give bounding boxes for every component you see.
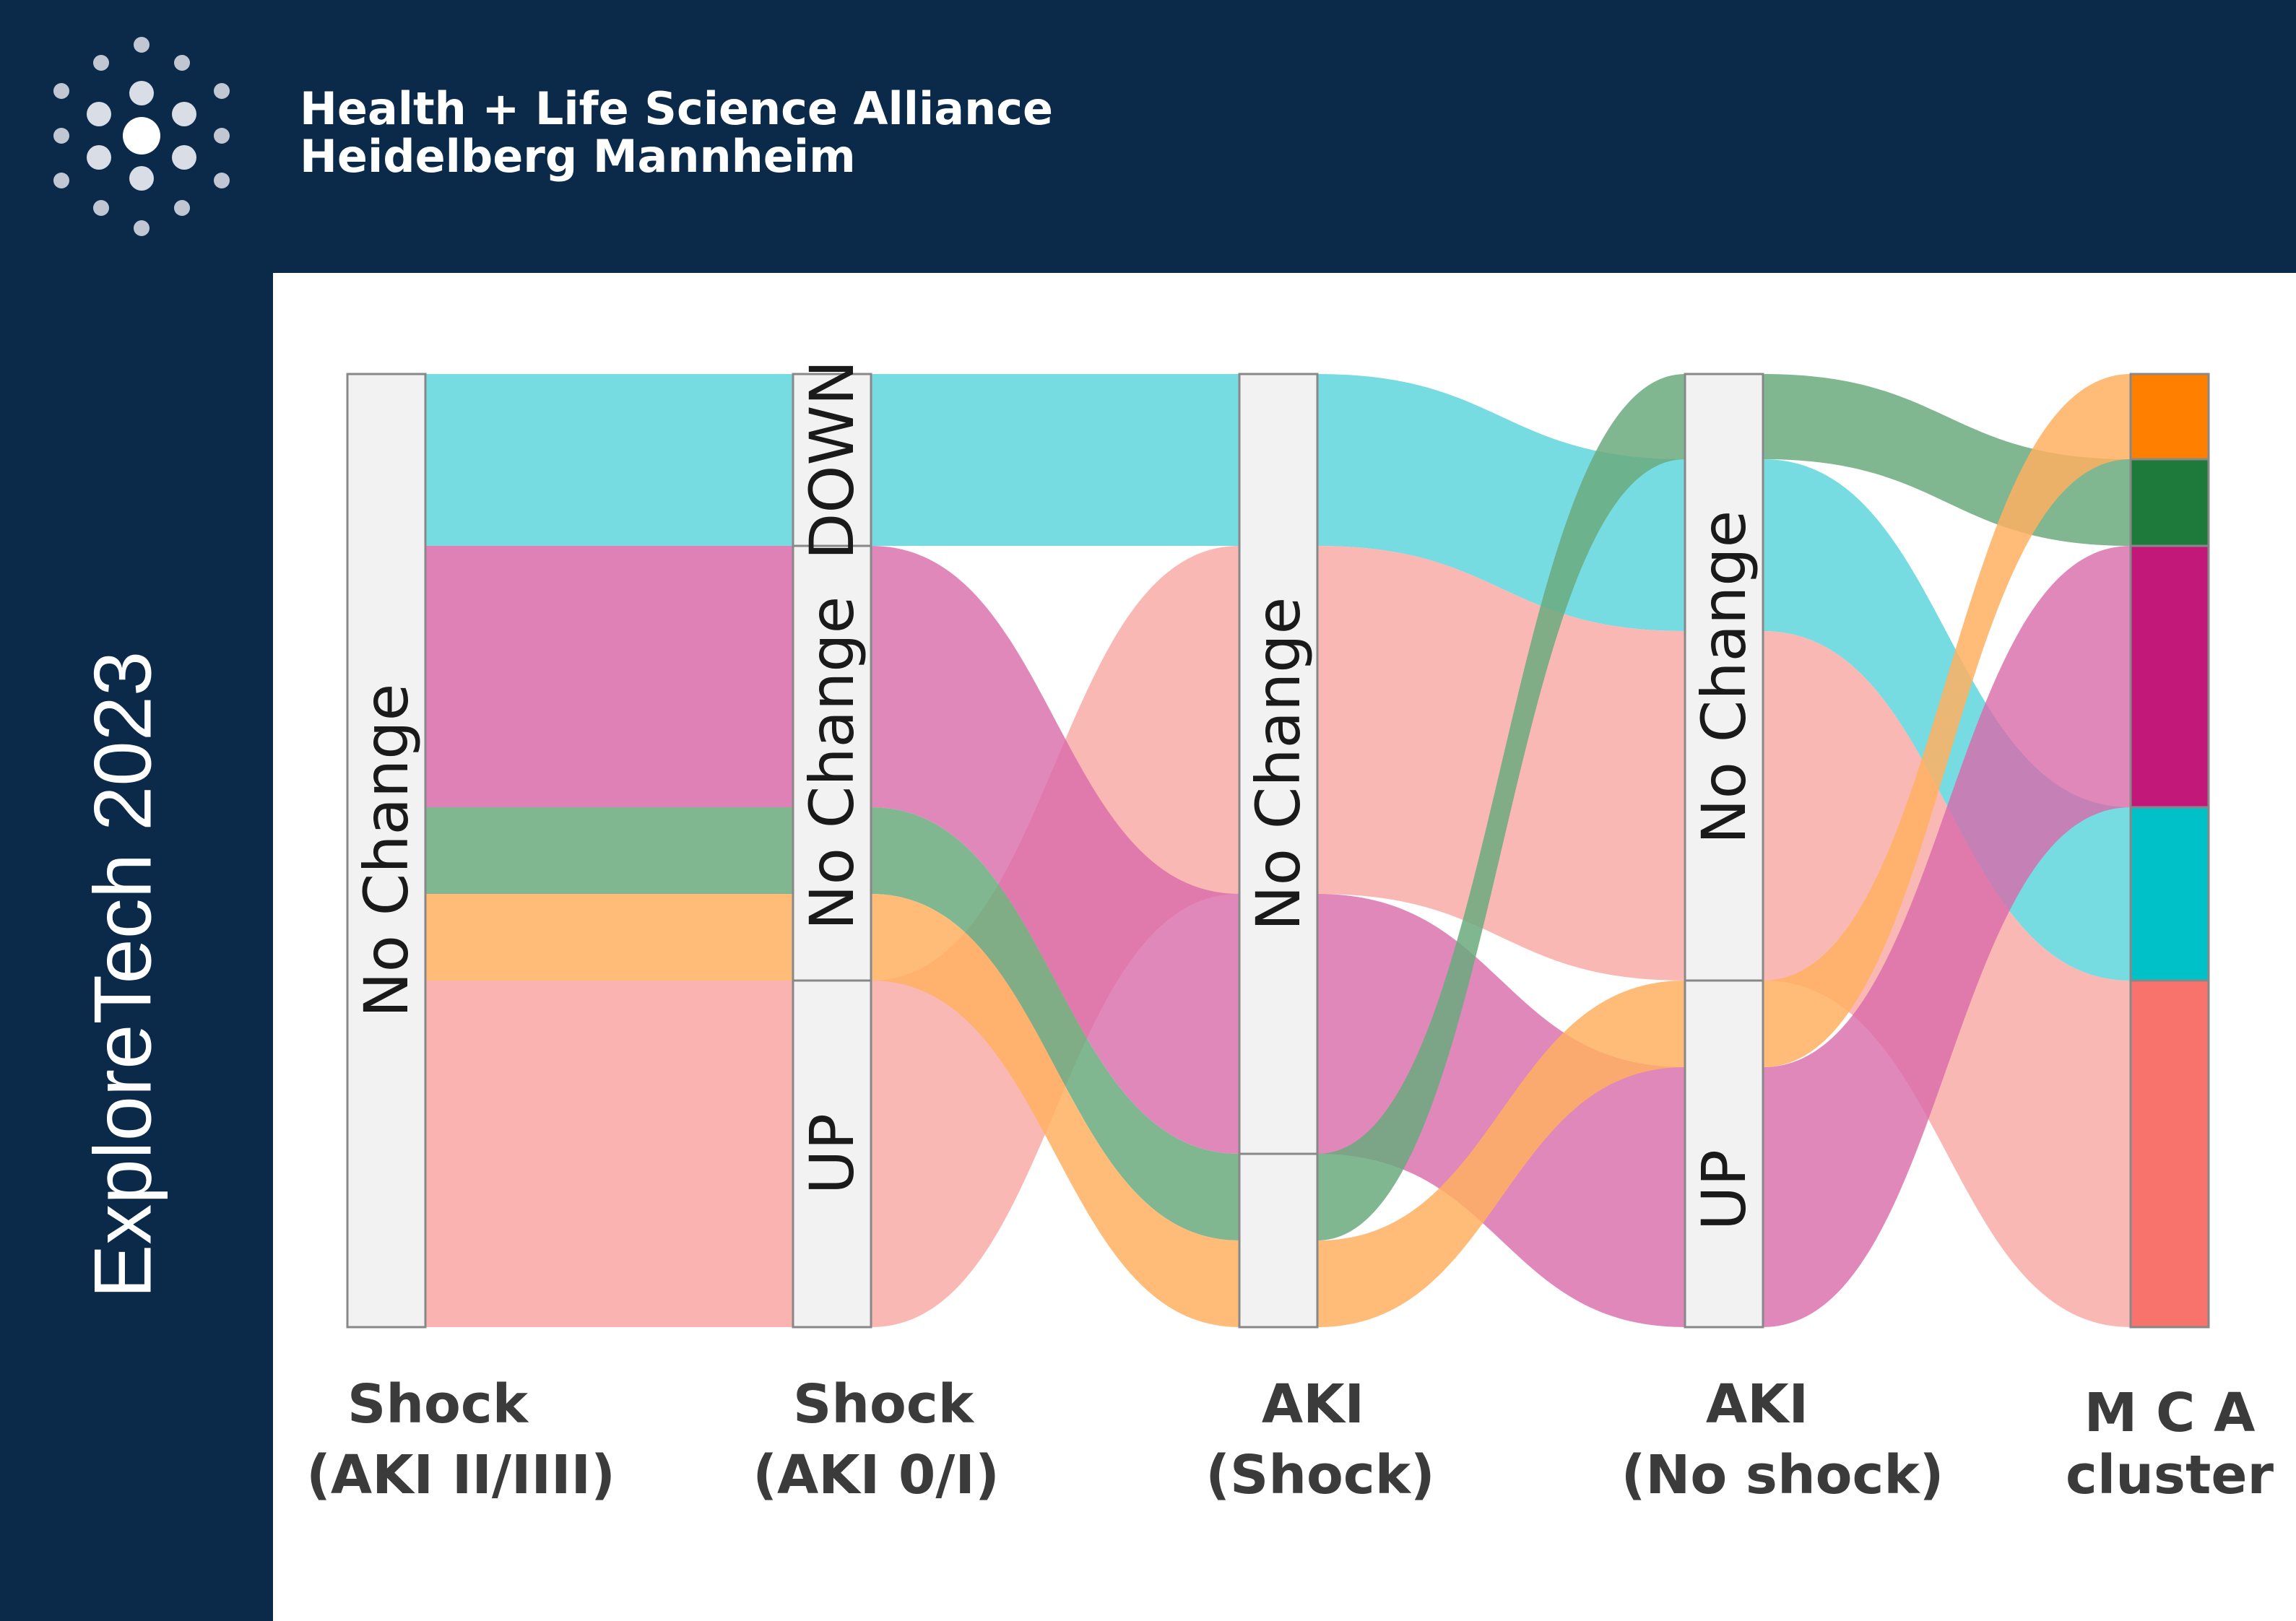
flow-green-2 [871,807,1239,1240]
axis-1-line2: (AKI II/IIII) [306,1444,615,1506]
flow-magenta-1 [425,546,793,807]
node-cluster-1 [2129,373,2210,461]
axis-4-line2: (No shock) [1621,1444,1944,1506]
left-sidebar [0,273,273,1621]
header-bar: Health + Life Science Alliance Heidelber… [0,0,2296,273]
event-title: ExploreTech 2023 [77,651,168,1299]
org-name-line1: Health + Life Science Alliance [300,82,1054,135]
flow-orange-4 [1763,374,2131,1067]
flow-orange-3 [1317,981,1685,1327]
axis-4-line1: AKI [1706,1373,1808,1435]
axis-2-line1: Shock [793,1373,975,1435]
node-cluster-3 [2129,544,2210,809]
node-a3-other [1238,1152,1319,1329]
node-a2-nochange [792,544,872,982]
flow-magenta-4 [1763,546,2131,1327]
alluvial-diagram: No Change DOWN No Change UP No Change No… [306,360,2274,1506]
label-a2-nochange: No Change [797,596,867,931]
flow-orange-1 [425,894,793,981]
flow-cyan-3 [1317,374,1685,631]
axis-3-line1: AKI [1262,1373,1364,1435]
flow-salmon-1 [425,981,793,1327]
node-labels: No Change DOWN No Change UP No Change No… [351,360,1759,1230]
org-name-line2: Heidelberg Mannheim [300,130,856,183]
node-a2-up [792,979,872,1329]
label-a3-nochange: No Change [1243,597,1314,931]
node-a4-nochange [1684,373,1764,982]
axis-5-line1: M C A [2084,1382,2256,1444]
node-cluster-5 [2129,979,2210,1329]
axis-labels: Shock (AKI II/IIII) Shock (AKI 0/I) AKI … [306,1373,2274,1506]
org-name: Health + Life Science Alliance Heidelber… [300,85,1053,181]
label-a4-up: UP [1689,1150,1759,1230]
flow-green-3 [1317,374,1685,1240]
axis-2-line2: (AKI 0/I) [753,1444,1000,1506]
flow-green-1 [425,807,793,894]
label-a2-up: UP [797,1113,867,1194]
node-cluster-4 [2129,806,2210,982]
axis-1-line1: Shock [347,1373,529,1435]
nodes [346,373,2210,1329]
label-a4-nochange: No Change [1689,510,1759,845]
flow-cyan-1 [425,374,793,546]
label-a2-down: DOWN [797,360,867,560]
node-a4-up [1684,979,1764,1329]
node-a1-nochange [346,373,427,1329]
axis-3-line2: (Shock) [1205,1444,1435,1506]
flow-salmon-3 [1317,546,1685,981]
flows [425,374,2131,1327]
axis-5-line2: cluster [2066,1444,2274,1506]
flow-magenta-2 [871,546,1239,1154]
node-cluster-2 [2129,458,2210,547]
flow-orange-2 [871,894,1239,1327]
node-a3-nochange [1238,373,1319,1155]
flow-magenta-3 [1317,894,1685,1327]
label-a1-nochange: No Change [351,684,422,1018]
dot-burst-logo-icon [53,37,230,236]
flow-cyan-2 [871,374,1239,546]
